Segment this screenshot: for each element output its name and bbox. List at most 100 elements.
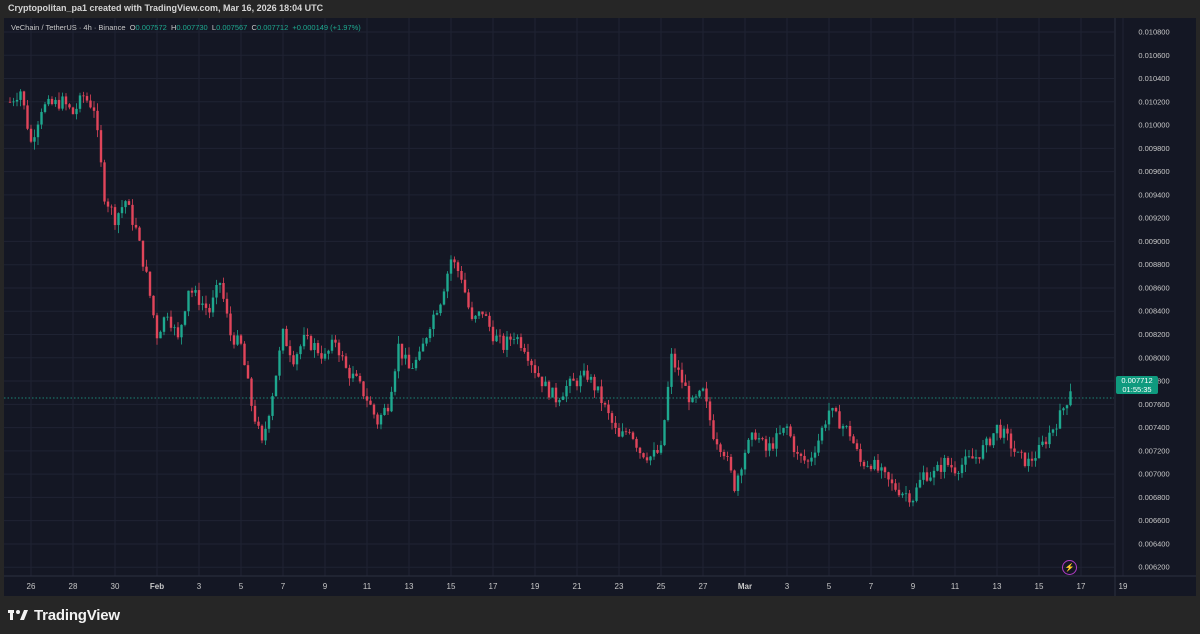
candle-body [586, 370, 589, 380]
candle-body [953, 467, 957, 474]
candle-body [677, 367, 680, 370]
candle-body [1020, 451, 1023, 453]
candle-body [719, 444, 722, 452]
candle-body [1062, 408, 1065, 411]
candle-body [103, 162, 106, 202]
candle-body [334, 339, 337, 343]
candle-body [862, 461, 866, 467]
candle-body [715, 439, 719, 445]
candle-body [617, 427, 621, 437]
candle-body [792, 436, 796, 453]
candle-body [148, 271, 152, 296]
candle-body [957, 473, 960, 474]
candle-body [243, 343, 246, 366]
candle-body [169, 316, 173, 328]
candle-body [698, 390, 701, 397]
y-tick-label: 0.008200 [1138, 330, 1169, 339]
candle-body [78, 95, 82, 109]
x-tick-label: 27 [699, 582, 708, 591]
candle-body [831, 407, 834, 411]
candle-body [407, 354, 411, 369]
candle-body [428, 329, 432, 339]
candle-body [96, 110, 99, 131]
candle-body [1030, 458, 1034, 461]
candle-body [22, 91, 26, 106]
candle-body [141, 240, 145, 267]
x-tick-label: 15 [447, 582, 456, 591]
candle-body [376, 414, 379, 425]
candle-body [187, 290, 190, 312]
candle-body [1055, 428, 1058, 430]
candle-body [400, 343, 404, 359]
x-tick-label: 30 [111, 582, 120, 591]
candle-body [197, 290, 201, 305]
candle-body [351, 373, 355, 379]
candle-body [789, 426, 792, 437]
candle-body [295, 354, 299, 365]
candle-body [152, 295, 155, 316]
candle-body [218, 282, 222, 286]
x-tick-label: 21 [573, 582, 582, 591]
candle-body [446, 273, 449, 292]
candle-body [558, 399, 561, 403]
lightning-icon[interactable]: ⚡ [1062, 560, 1077, 575]
brand[interactable]: TradingView [8, 606, 120, 624]
candle-body [740, 469, 743, 476]
candle-body [61, 96, 64, 109]
candle-body [757, 438, 761, 440]
candle-body [299, 346, 302, 355]
top-bar: Cryptopolitan_pa1 created with TradingVi… [0, 0, 1200, 18]
price-axis[interactable]: 0.010800 0.010600 0.010400 0.010200 0.010000… [1138, 28, 1169, 572]
candle-body [551, 387, 554, 398]
y-tick-label: 0.006400 [1138, 539, 1169, 548]
candle-body [852, 436, 855, 444]
candle-body [404, 354, 407, 359]
candle-body [1058, 410, 1062, 429]
candle-body [470, 307, 474, 319]
price-chart[interactable]: 0.010800 0.010600 0.010400 0.010200 0.010000… [4, 18, 1196, 596]
candle-body [435, 313, 439, 315]
high-value: 0.007730 [176, 23, 208, 32]
candle-body [547, 381, 551, 398]
candle-body [1027, 458, 1030, 467]
candle-body [876, 459, 880, 471]
candle-body [337, 342, 341, 356]
candle-body [222, 282, 225, 299]
candle-body [418, 351, 421, 360]
y-tick-label: 0.009200 [1138, 214, 1169, 223]
time-axis[interactable]: 26 28 30 Feb 3 5 7 9 11 13 15 17 19 21 23 25 27 Mar 3 5 7 9 11… [27, 582, 1128, 591]
candle-body [183, 311, 187, 325]
candle-body [824, 424, 827, 428]
candle-body [260, 425, 264, 441]
candle-body [999, 424, 1002, 438]
y-tick-label: 0.008000 [1138, 353, 1169, 362]
candle-body [659, 445, 663, 453]
candle-body [68, 104, 71, 108]
candle-body [47, 98, 50, 105]
candle-body [106, 201, 110, 207]
y-tick-label: 0.008800 [1138, 260, 1169, 269]
candle-body [236, 335, 239, 345]
x-tick-label: Mar [738, 582, 752, 591]
candle-body [204, 303, 208, 308]
y-tick-label: 0.008400 [1138, 307, 1169, 316]
y-tick-label: 0.009000 [1138, 237, 1169, 246]
candle-body [159, 331, 162, 339]
candle-body [99, 130, 103, 163]
candle-body [652, 449, 656, 457]
candle-body [705, 388, 708, 402]
high-label: H [171, 23, 177, 32]
candle-body [799, 453, 803, 456]
candle-body [29, 128, 33, 142]
candle-body [201, 303, 204, 305]
candle-body [771, 443, 775, 449]
candle-body [936, 464, 939, 471]
y-tick-label: 0.010600 [1138, 51, 1169, 60]
candle-body [176, 327, 180, 338]
candle-body [397, 343, 400, 372]
chart-pane[interactable]: 0.010800 0.010600 0.010400 0.010200 0.010000… [4, 18, 1196, 596]
candle-body [1016, 451, 1020, 453]
candle-body [358, 375, 362, 382]
candle-body [110, 206, 113, 208]
candle-body [250, 378, 253, 406]
